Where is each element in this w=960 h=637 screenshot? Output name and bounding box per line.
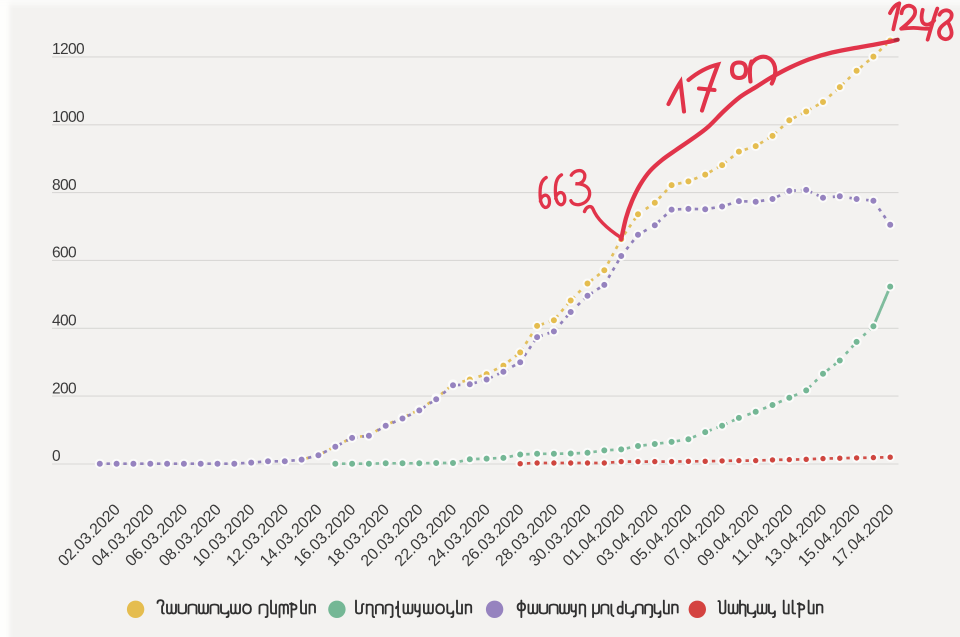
svg-text:400: 400 bbox=[52, 313, 77, 330]
svg-text:800: 800 bbox=[52, 177, 77, 194]
svg-text:1200: 1200 bbox=[52, 41, 85, 58]
svg-text:1000: 1000 bbox=[52, 109, 85, 126]
svg-text:0: 0 bbox=[52, 448, 61, 465]
svg-text:600: 600 bbox=[52, 245, 77, 262]
svg-text:200: 200 bbox=[52, 380, 77, 397]
